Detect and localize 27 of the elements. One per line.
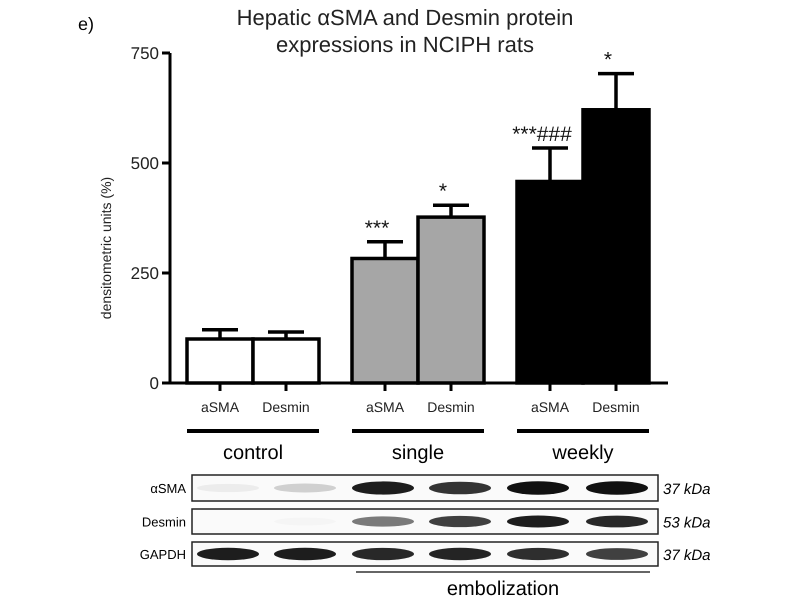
text: 53 kDa xyxy=(663,514,711,532)
text: αSMA xyxy=(150,481,186,496)
y-axis-title: densitometric units (%) xyxy=(98,176,114,320)
data-label: * xyxy=(438,180,448,204)
x-tick-label: Desmin xyxy=(592,399,640,415)
data-label: *** xyxy=(364,216,390,240)
text: e) xyxy=(78,14,94,34)
text: Desmin xyxy=(142,514,186,530)
text: weekly xyxy=(551,442,614,464)
text: embolization xyxy=(446,578,560,600)
y-tick-label: 500 xyxy=(130,154,159,173)
data-label: * xyxy=(604,48,612,72)
y-tick-label: 0 xyxy=(150,374,159,393)
chart-title: Hepatic αSMA and Desmin protein expressions in NCIPH rats xyxy=(236,5,574,57)
text: 37 kDa xyxy=(663,481,711,498)
data-label: ***### xyxy=(512,123,572,146)
x-tick-label: aSMA xyxy=(530,399,570,415)
x-tick-label: Desmin xyxy=(262,399,310,415)
y-tick-label: 250 xyxy=(130,264,159,283)
x-tick-label: aSMA xyxy=(200,399,240,415)
x-tick-label: aSMA xyxy=(366,399,405,415)
x-tick-label: Desmin xyxy=(427,399,475,415)
text: 37 kDa xyxy=(663,547,711,564)
text: single xyxy=(392,442,444,464)
text: GAPDH xyxy=(140,547,186,562)
text: control xyxy=(222,442,284,464)
y-tick-label: 750 xyxy=(130,44,159,63)
